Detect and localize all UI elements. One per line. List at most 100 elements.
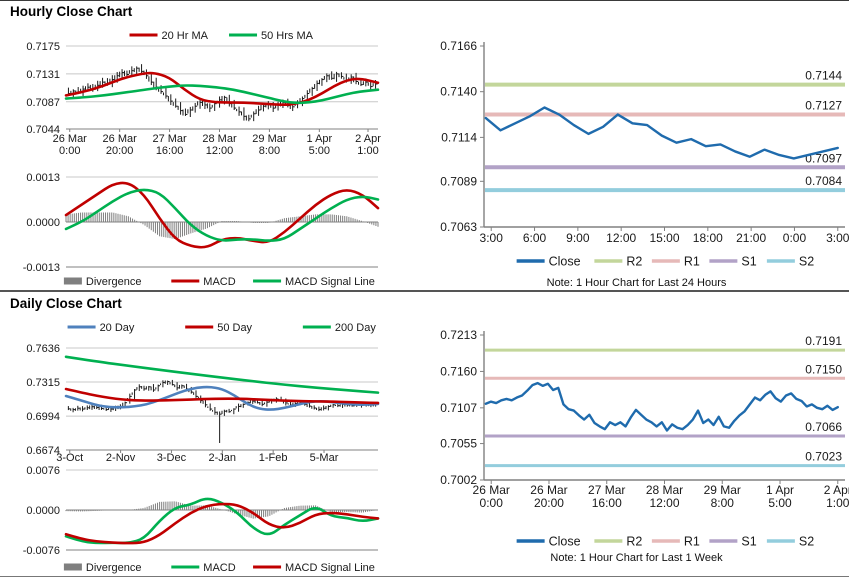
svg-text:0.7175: 0.7175 xyxy=(26,41,60,53)
svg-text:R2: R2 xyxy=(626,535,642,549)
svg-text:0.7213: 0.7213 xyxy=(440,328,477,342)
svg-text:1:00: 1:00 xyxy=(357,145,378,157)
svg-text:R1: R1 xyxy=(684,255,700,269)
svg-text:0.6674: 0.6674 xyxy=(26,445,60,457)
svg-text:20:00: 20:00 xyxy=(534,496,564,510)
top-border xyxy=(0,0,849,1)
svg-text:3-Oct: 3-Oct xyxy=(56,452,83,464)
svg-text:0.7023: 0.7023 xyxy=(805,450,842,464)
svg-text:28 Mar: 28 Mar xyxy=(202,133,237,145)
svg-text:28 Mar: 28 Mar xyxy=(646,483,683,497)
svg-text:0.0000: 0.0000 xyxy=(26,217,60,229)
svg-text:-0.0013: -0.0013 xyxy=(23,262,60,274)
svg-text:3-Dec: 3-Dec xyxy=(157,452,187,464)
svg-text:27 Mar: 27 Mar xyxy=(152,133,187,145)
svg-text:5:00: 5:00 xyxy=(768,496,792,510)
svg-text:16:00: 16:00 xyxy=(156,145,184,157)
svg-text:1 Apr: 1 Apr xyxy=(307,133,333,145)
svg-text:0:00: 0:00 xyxy=(783,231,807,245)
section-divider xyxy=(0,290,849,292)
svg-text:21:00: 21:00 xyxy=(736,231,766,245)
svg-text:R2: R2 xyxy=(626,255,642,269)
svg-text:8:00: 8:00 xyxy=(711,496,735,510)
svg-text:27 Mar: 27 Mar xyxy=(588,483,625,497)
svg-text:MACD Signal Line: MACD Signal Line xyxy=(285,562,375,574)
svg-text:0.7066: 0.7066 xyxy=(805,420,842,434)
svg-text:2-Nov: 2-Nov xyxy=(106,452,136,464)
svg-text:5:00: 5:00 xyxy=(309,145,330,157)
svg-text:0.0013: 0.0013 xyxy=(26,172,60,184)
svg-text:26 Mar: 26 Mar xyxy=(53,133,88,145)
svg-text:29 Mar: 29 Mar xyxy=(252,133,287,145)
svg-text:0.7087: 0.7087 xyxy=(26,97,60,109)
svg-text:Divergence: Divergence xyxy=(86,276,142,288)
svg-text:1 Apr: 1 Apr xyxy=(766,483,794,497)
svg-text:Divergence: Divergence xyxy=(86,562,142,574)
svg-text:0.7107: 0.7107 xyxy=(440,401,477,415)
svg-text:50 Hrs MA: 50 Hrs MA xyxy=(261,30,314,42)
svg-text:200 Day: 200 Day xyxy=(335,322,376,334)
svg-text:0.7063: 0.7063 xyxy=(440,220,477,234)
svg-text:0.7089: 0.7089 xyxy=(440,174,477,188)
svg-text:0:00: 0:00 xyxy=(480,496,504,510)
svg-text:0.0000: 0.0000 xyxy=(26,505,60,517)
svg-text:0.7127: 0.7127 xyxy=(805,99,842,113)
svg-text:6:00: 6:00 xyxy=(523,231,547,245)
svg-text:S2: S2 xyxy=(799,535,814,549)
svg-text:3:00: 3:00 xyxy=(480,231,504,245)
svg-text:0.0076: 0.0076 xyxy=(26,465,60,477)
svg-text:12:00: 12:00 xyxy=(606,231,636,245)
daily-macd-chart: 0.0076 0.0000 -0.0076 Divergence MACD MACD Si… xyxy=(23,465,380,574)
svg-text:MACD: MACD xyxy=(203,562,235,574)
svg-text:MACD: MACD xyxy=(203,276,235,288)
svg-text:8:00: 8:00 xyxy=(259,145,280,157)
hourly-macd-chart: 0.0013 0.0000 -0.0013 Divergence MACD MACD Si… xyxy=(23,172,380,288)
svg-text:2 Apr: 2 Apr xyxy=(355,133,381,145)
svg-text:0:00: 0:00 xyxy=(59,145,80,157)
svg-text:S1: S1 xyxy=(741,535,756,549)
svg-text:26 Mar: 26 Mar xyxy=(530,483,567,497)
svg-text:Close: Close xyxy=(549,535,581,549)
svg-text:Close: Close xyxy=(549,255,581,269)
svg-text:2 Apr: 2 Apr xyxy=(824,483,849,497)
svg-text:0.7191: 0.7191 xyxy=(805,334,842,348)
svg-text:18:00: 18:00 xyxy=(693,231,723,245)
svg-text:MACD Signal Line: MACD Signal Line xyxy=(285,276,375,288)
svg-text:0.7140: 0.7140 xyxy=(440,85,477,99)
svg-text:0.7144: 0.7144 xyxy=(805,69,842,83)
svg-text:16:00: 16:00 xyxy=(592,496,622,510)
svg-text:5-Mar: 5-Mar xyxy=(310,452,339,464)
svg-text:12:00: 12:00 xyxy=(206,145,234,157)
svg-text:29 Mar: 29 Mar xyxy=(704,483,741,497)
svg-text:50 Day: 50 Day xyxy=(217,322,252,334)
svg-text:S1: S1 xyxy=(741,255,756,269)
svg-text:0.7166: 0.7166 xyxy=(440,39,477,53)
svg-text:9:00: 9:00 xyxy=(566,231,590,245)
svg-text:S2: S2 xyxy=(799,255,814,269)
svg-text:26 Mar: 26 Mar xyxy=(473,483,510,497)
svg-text:1:00: 1:00 xyxy=(826,496,849,510)
svg-text:20 Day: 20 Day xyxy=(100,322,135,334)
svg-text:0.7044: 0.7044 xyxy=(26,124,60,136)
svg-text:0.7097: 0.7097 xyxy=(805,151,842,165)
svg-text:2-Jan: 2-Jan xyxy=(209,452,237,464)
svg-text:0.7315: 0.7315 xyxy=(26,377,60,389)
svg-text:0.7160: 0.7160 xyxy=(440,364,477,378)
svg-text:20:00: 20:00 xyxy=(106,145,134,157)
svg-text:12:00: 12:00 xyxy=(649,496,679,510)
svg-text:0.6994: 0.6994 xyxy=(26,411,60,423)
svg-text:R1: R1 xyxy=(684,535,700,549)
svg-text:20 Hr MA: 20 Hr MA xyxy=(162,30,209,42)
svg-text:15:00: 15:00 xyxy=(649,231,679,245)
svg-text:3:00: 3:00 xyxy=(826,231,849,245)
svg-text:0.7002: 0.7002 xyxy=(440,473,477,487)
weekly-pivot-note: Note: 1 Hour Chart for Last 1 Week xyxy=(550,552,723,564)
daily-section-title: Daily Close Chart xyxy=(10,296,122,311)
svg-text:-0.0076: -0.0076 xyxy=(23,545,60,557)
svg-text:0.7055: 0.7055 xyxy=(440,437,477,451)
svg-text:0.7150: 0.7150 xyxy=(805,362,842,376)
